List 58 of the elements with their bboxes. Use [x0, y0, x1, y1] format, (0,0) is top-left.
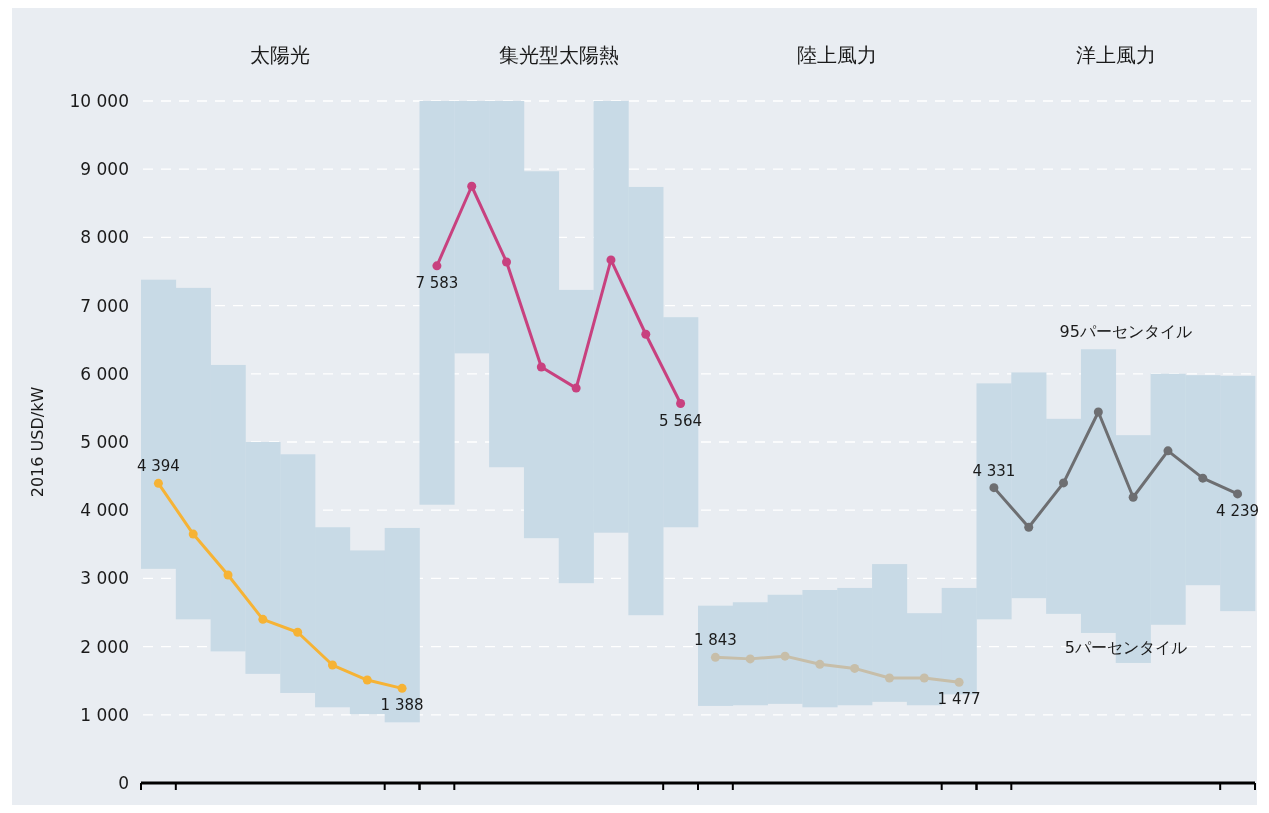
point	[571, 383, 581, 393]
data-label: 1 388	[380, 696, 424, 715]
y-tick-label: 9 000	[80, 159, 129, 180]
point	[1198, 473, 1208, 483]
text: 集光型太陽熱	[498, 43, 619, 67]
annotation: 95パーセンタイル	[1059, 322, 1192, 342]
y-tick-label: 3 000	[80, 568, 129, 589]
point	[745, 654, 755, 664]
point	[710, 652, 720, 662]
point	[850, 663, 860, 673]
data-label: 4 331	[972, 461, 1016, 480]
point	[641, 329, 651, 339]
point	[1233, 489, 1243, 499]
y-tick-label: 5 000	[80, 432, 129, 452]
text: 洋上風力	[1075, 43, 1156, 67]
point	[397, 683, 407, 693]
point	[153, 478, 163, 488]
point	[815, 659, 825, 669]
point	[884, 673, 894, 683]
point	[1024, 522, 1034, 532]
data-label: 4 239	[1216, 501, 1260, 520]
point	[919, 673, 929, 683]
y-tick-label: 8 000	[80, 227, 129, 248]
point	[502, 257, 512, 267]
point	[1128, 492, 1138, 502]
point	[606, 255, 616, 265]
y-tick-label: 6 000	[80, 363, 129, 384]
data-label: 4 394	[136, 457, 180, 476]
y-axis-title: 2016 USD/kW	[28, 386, 47, 498]
data-label: 1 843	[693, 631, 737, 650]
point	[1163, 446, 1173, 456]
text: 太陽光	[250, 43, 311, 67]
point	[676, 399, 686, 409]
point	[293, 627, 303, 637]
text: 陸上風力	[797, 43, 878, 67]
y-tick-label: 7 000	[80, 295, 129, 316]
point	[223, 570, 233, 580]
y-tick-label: 10 000	[69, 91, 129, 111]
point	[258, 614, 268, 624]
y-tick-label: 1 000	[80, 704, 129, 725]
point	[1093, 407, 1103, 417]
point	[1059, 478, 1069, 488]
annotation: 5パーセンタイル	[1064, 637, 1187, 657]
point	[780, 651, 790, 661]
data-label: 5 564	[659, 411, 703, 430]
data-label: 7 583	[415, 273, 459, 292]
data-label: 1 477	[937, 690, 981, 709]
y-tick-label: 0	[118, 773, 129, 793]
point	[989, 483, 999, 493]
point	[327, 660, 337, 670]
y-tick-label: 2 000	[80, 636, 129, 657]
point	[432, 261, 442, 271]
point	[362, 675, 372, 685]
point	[467, 181, 477, 191]
point	[536, 362, 546, 372]
point	[188, 529, 198, 539]
point	[954, 677, 964, 687]
y-tick-label: 4 000	[80, 500, 129, 521]
